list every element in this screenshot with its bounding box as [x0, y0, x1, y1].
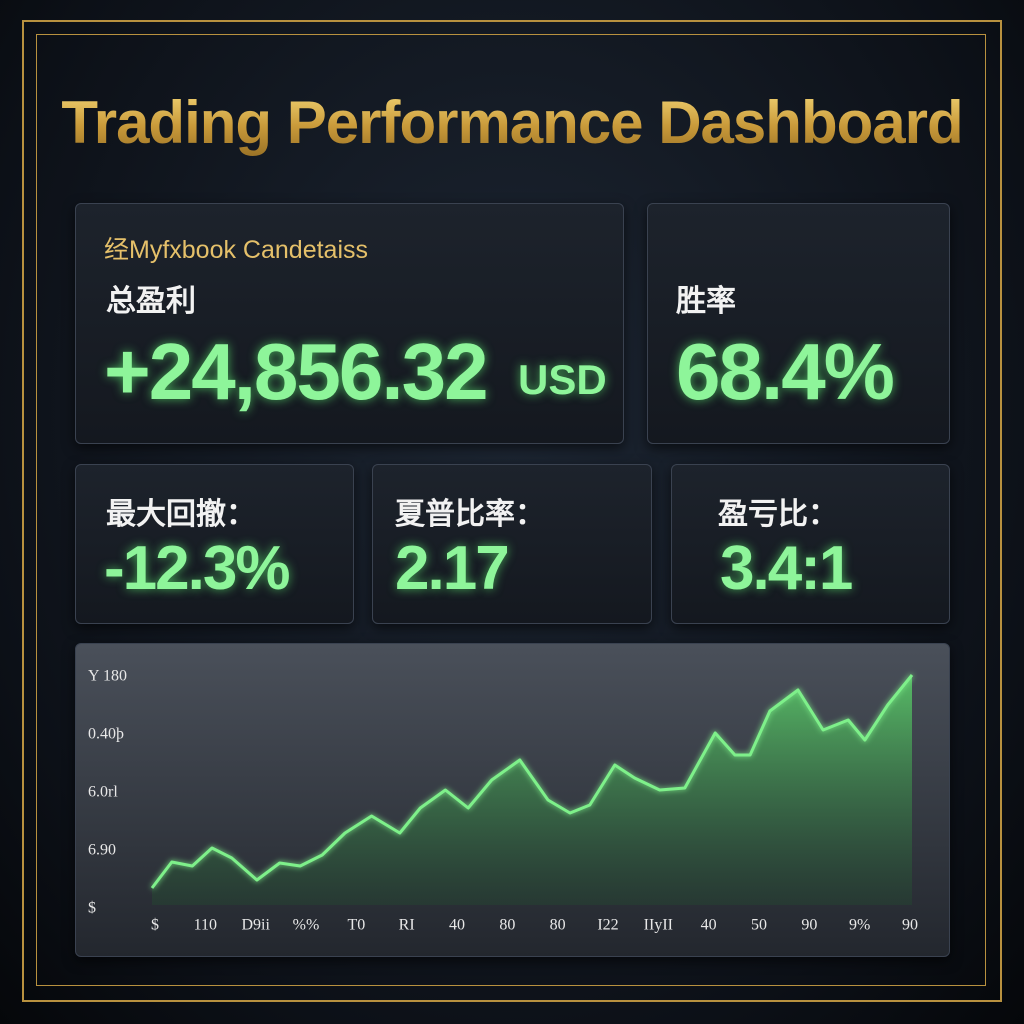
- y-tick-label: $: [88, 900, 96, 917]
- card-label: 夏普比率：: [395, 498, 545, 531]
- drawdown-value: -12.3%: [104, 534, 290, 603]
- profit-unit: USD: [518, 356, 607, 403]
- outer-frame: [22, 20, 1002, 1002]
- y-tick-label: 6.90: [88, 842, 116, 859]
- x-tick-label: I22: [597, 917, 618, 934]
- profit-value: +24,856.32: [104, 327, 489, 416]
- card-label: 盈亏比：: [718, 498, 838, 531]
- sharpe-value: 2.17: [395, 534, 510, 603]
- x-tick-label: 40: [701, 917, 717, 934]
- sharpe-card: 夏普比率： 2.17: [372, 464, 652, 624]
- card-label: 总盈利: [106, 285, 196, 318]
- card-label: 胜率: [676, 285, 736, 318]
- equity-line: [150, 674, 914, 889]
- y-tick-label: Y 180: [88, 668, 127, 685]
- win-rate-card: 胜率 68.4%: [647, 203, 950, 444]
- x-tick-label: IIyII: [644, 917, 673, 934]
- title: Trading Performance Dashboard: [0, 88, 1024, 157]
- x-tick-label: 110: [194, 917, 217, 934]
- y-tick-label: 6.0rl: [88, 784, 118, 801]
- x-tick-label: 40: [449, 917, 465, 934]
- inner-frame: [36, 34, 986, 986]
- x-tick-label: T0: [347, 917, 365, 934]
- x-tick-label: RI: [399, 917, 415, 934]
- drawdown-card: 最大回撤： -12.3%: [75, 464, 354, 624]
- x-tick-label: D9ii: [241, 917, 270, 934]
- profit-card: 经Myfxbook Candetaiss 总盈利 +24,856.32 USD: [75, 203, 624, 444]
- x-tick-label: %%: [293, 917, 320, 934]
- x-tick-label: 90: [902, 917, 918, 934]
- x-tick-label: 90: [801, 917, 817, 934]
- x-tick-label: $: [151, 917, 159, 934]
- y-tick-label: 0.40þ: [88, 726, 124, 743]
- card-subtitle: 经Myfxbook Candetaiss: [104, 236, 369, 264]
- x-tick-label: 50: [751, 917, 767, 934]
- win-rate-value: 68.4%: [676, 327, 895, 416]
- x-tick-label: 9%: [849, 917, 870, 934]
- profit-loss-card: 盈亏比： 3.4:1: [671, 464, 950, 624]
- x-tick-label: 80: [550, 917, 566, 934]
- area-fill: [152, 675, 912, 905]
- card-label: 最大回撤：: [106, 498, 256, 531]
- x-tick-label: 80: [499, 917, 515, 934]
- profit-loss-value: 3.4:1: [720, 534, 853, 603]
